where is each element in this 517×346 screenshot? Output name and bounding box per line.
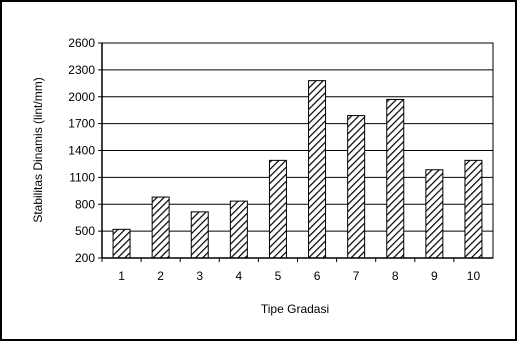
y-tick-label: 2000 [68, 90, 95, 104]
y-tick-label: 2300 [68, 63, 95, 77]
x-tick-label: 1 [118, 269, 125, 283]
x-tick-label: 5 [275, 269, 282, 283]
y-tick-label: 2600 [68, 36, 95, 50]
y-tick-label: 800 [75, 197, 95, 211]
y-tick-label: 1400 [68, 144, 95, 158]
x-tick-label: 2 [157, 269, 164, 283]
x-tick-label: 10 [467, 269, 481, 283]
y-tick-labels: 200 500 800 1100 1400 1700 2000 2300 2600 [68, 36, 95, 265]
bar [386, 98, 405, 259]
axes [101, 42, 494, 259]
x-tick-label: 8 [392, 269, 399, 283]
bar [308, 80, 327, 259]
bar [229, 200, 248, 259]
x-tick-label: 3 [196, 269, 203, 283]
x-tick-label: 9 [431, 269, 438, 283]
bars [101, 80, 483, 262]
y-tick-label: 1700 [68, 117, 95, 131]
bar [464, 159, 483, 259]
x-tick-label: 4 [236, 269, 243, 283]
y-tick-label: 200 [75, 251, 95, 265]
y-axis-label: Stabilitas Dinamis (lint/mm) [31, 77, 45, 222]
y-tick-label: 1100 [69, 170, 95, 184]
bar [425, 169, 444, 259]
x-tick-label: 6 [314, 269, 321, 283]
bar [268, 159, 287, 259]
bar [151, 196, 170, 259]
y-tick-label: 500 [75, 224, 95, 238]
bar [347, 115, 366, 259]
bar [190, 211, 209, 259]
x-tick-labels: 1 2 3 4 5 6 7 8 9 10 [118, 269, 480, 283]
x-axis-label: Tipe Gradasi [261, 302, 329, 316]
x-tick-label: 7 [353, 269, 360, 283]
bar [112, 228, 131, 259]
